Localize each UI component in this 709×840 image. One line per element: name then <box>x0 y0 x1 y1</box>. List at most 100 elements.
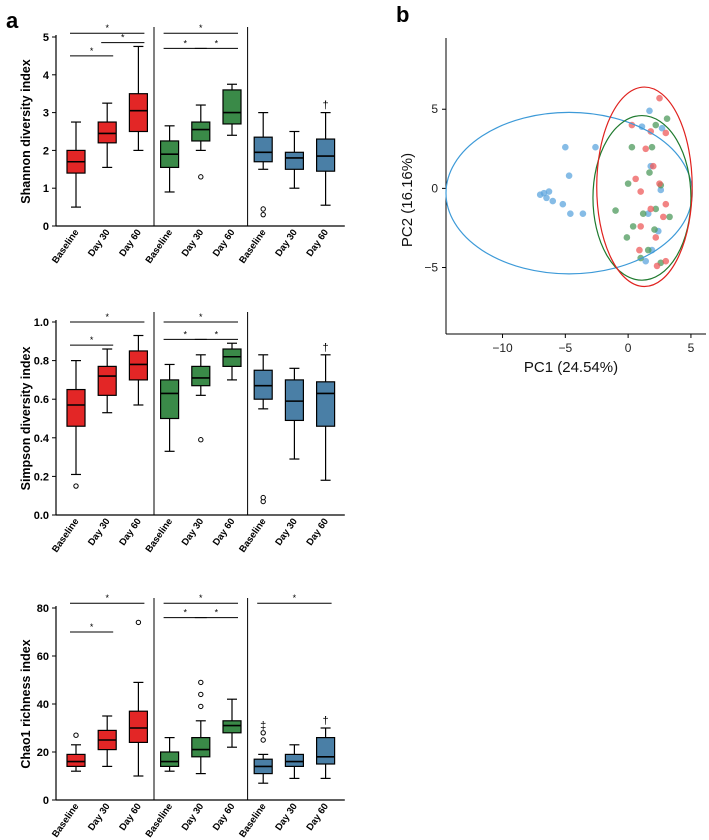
significance-star: * <box>105 312 109 322</box>
x-category-label: Baseline <box>144 516 175 554</box>
dagger-mark: † <box>323 715 329 727</box>
pca-point-red <box>662 129 670 137</box>
box-outlier <box>73 483 79 489</box>
box-rect <box>222 89 242 125</box>
y-tick-label: 1 <box>43 183 49 195</box>
significance-star: * <box>199 593 203 603</box>
pca-x-tick-label: 0 <box>625 341 632 355</box>
pca-point-green <box>651 226 658 233</box>
box-rect <box>97 121 117 144</box>
y-tick-label: 0.0 <box>34 510 49 522</box>
pca-point-green <box>612 207 619 214</box>
pca-point-green <box>644 246 652 254</box>
box-rect <box>253 369 273 400</box>
x-category-label: Baseline <box>237 801 268 839</box>
pca-point-blue <box>657 186 665 194</box>
pca-point-green <box>666 213 673 221</box>
pca-point-blue <box>565 172 573 180</box>
dagger-mark: † <box>323 100 329 112</box>
y-tick-label: 0 <box>43 795 49 807</box>
box-rect <box>253 136 273 163</box>
box-outlier <box>260 730 266 736</box>
pca-point-red <box>656 180 663 187</box>
pca-point-red <box>637 188 644 195</box>
x-category-label: Baseline <box>144 801 175 839</box>
x-category-label: Baseline <box>237 516 268 554</box>
box-rect <box>191 736 211 758</box>
pca-y-tick-label: 0 <box>431 181 438 195</box>
pca-point-blue <box>559 200 567 208</box>
x-category-label: Day 60 <box>211 516 238 547</box>
y-tick-label: 0.4 <box>34 433 50 445</box>
x-category-label: Baseline <box>50 516 81 554</box>
significance-star: * <box>183 329 187 339</box>
box-rect <box>284 151 304 170</box>
pca-point-red <box>647 205 655 213</box>
x-category-label: Day 30 <box>180 801 207 832</box>
box-outlier <box>73 732 79 738</box>
pca-point-red <box>632 175 639 183</box>
box-rect <box>97 365 117 396</box>
y-tick-label: 5 <box>43 32 49 44</box>
significance-star: * <box>199 23 203 33</box>
pca-point-blue <box>592 143 599 151</box>
pca-x-tick-label: −10 <box>492 341 513 355</box>
box-rect <box>128 350 148 381</box>
y-tick-label: 3 <box>43 108 49 120</box>
x-category-label: Day 60 <box>117 801 144 832</box>
box-outlier <box>260 494 266 501</box>
box-rect <box>316 381 336 427</box>
significance-star: * <box>90 622 94 632</box>
x-category-label: Day 30 <box>180 227 207 258</box>
box-outlier <box>198 679 204 686</box>
x-category-label: Day 30 <box>273 516 300 547</box>
pca-point-blue <box>567 210 574 218</box>
box-rect <box>128 93 148 133</box>
significance-star: * <box>183 608 187 618</box>
box-outlier <box>198 437 204 443</box>
box-outlier <box>260 206 266 212</box>
pca-point-green <box>663 115 671 123</box>
box-rect <box>222 720 242 734</box>
y-tick-label: 60 <box>37 651 49 663</box>
x-category-label: Day 30 <box>86 227 113 258</box>
box-rect <box>191 365 211 387</box>
x-category-label: Day 60 <box>117 516 144 547</box>
pca-point-green <box>648 143 656 151</box>
pca-point-green <box>629 223 637 230</box>
x-category-label: Day 60 <box>304 227 331 258</box>
pca-point-red <box>637 223 644 230</box>
box-rect <box>66 753 86 768</box>
x-category-label: Day 30 <box>180 516 207 547</box>
x-category-label: Baseline <box>50 801 81 839</box>
y-tick-label: 20 <box>37 747 49 759</box>
y-tick-label: 80 <box>37 603 49 615</box>
box-rect <box>284 379 304 422</box>
pca-point-green <box>652 205 660 213</box>
panel-label-a: a <box>6 8 19 33</box>
x-category-label: Baseline <box>237 227 268 265</box>
significance-star: * <box>215 38 219 48</box>
dagger-mark: † <box>323 342 329 354</box>
x-category-label: Day 60 <box>117 227 144 258</box>
box-outlier <box>198 703 204 710</box>
significance-star: * <box>199 312 203 322</box>
pca-point-green <box>623 234 631 241</box>
pca-y-axis-label: PC2 (16.16%) <box>399 153 416 247</box>
pca-point-blue <box>543 194 550 202</box>
box-outlier <box>198 174 204 180</box>
box-rect <box>284 753 304 768</box>
significance-star: * <box>121 33 125 43</box>
panel-label-b: b <box>396 2 409 27</box>
y-tick-label: 1.0 <box>34 317 49 329</box>
pca-point-green <box>652 121 660 129</box>
double-dagger-mark: ‡ <box>260 720 266 732</box>
box-outlier <box>135 619 142 626</box>
y-tick-label: 0.6 <box>34 394 49 406</box>
significance-star: * <box>183 38 187 48</box>
box-outlier <box>260 211 266 218</box>
significance-star: * <box>105 593 109 603</box>
pca-point-blue <box>658 124 666 132</box>
